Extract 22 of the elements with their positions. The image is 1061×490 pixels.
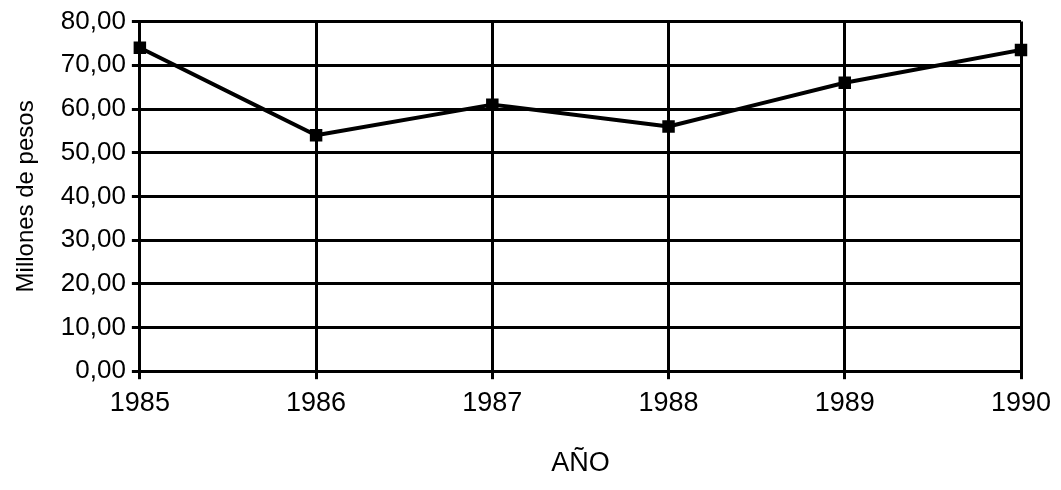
x-tick-label: 1988 — [638, 386, 699, 417]
point — [838, 76, 852, 90]
y-tick-label: 70,00 — [60, 48, 126, 79]
y-tick-label: 30,00 — [60, 223, 126, 254]
x-tick-label: 1990 — [990, 386, 1052, 417]
x-axis-title: AÑO — [551, 446, 610, 478]
point — [662, 120, 675, 133]
x-tick-label: 1987 — [462, 386, 523, 417]
y-tick-label: 50,00 — [60, 135, 126, 166]
y-tick-label: 10,00 — [60, 310, 126, 341]
y-tick-label: 40,00 — [60, 179, 126, 210]
point — [309, 128, 323, 142]
y-axis-title: Millones de pesos — [11, 100, 39, 293]
y-tick-label: 0,00 — [75, 354, 126, 385]
y-tick-label: 20,00 — [60, 266, 126, 297]
y-tick-label: 60,00 — [60, 92, 126, 123]
y-tick-label: 80,00 — [60, 4, 126, 35]
x-tick-label: 1985 — [109, 386, 170, 417]
point — [1014, 43, 1028, 57]
x-tick-label: 1989 — [814, 386, 875, 417]
point — [133, 41, 147, 55]
x-tick-label: 1986 — [286, 386, 347, 417]
